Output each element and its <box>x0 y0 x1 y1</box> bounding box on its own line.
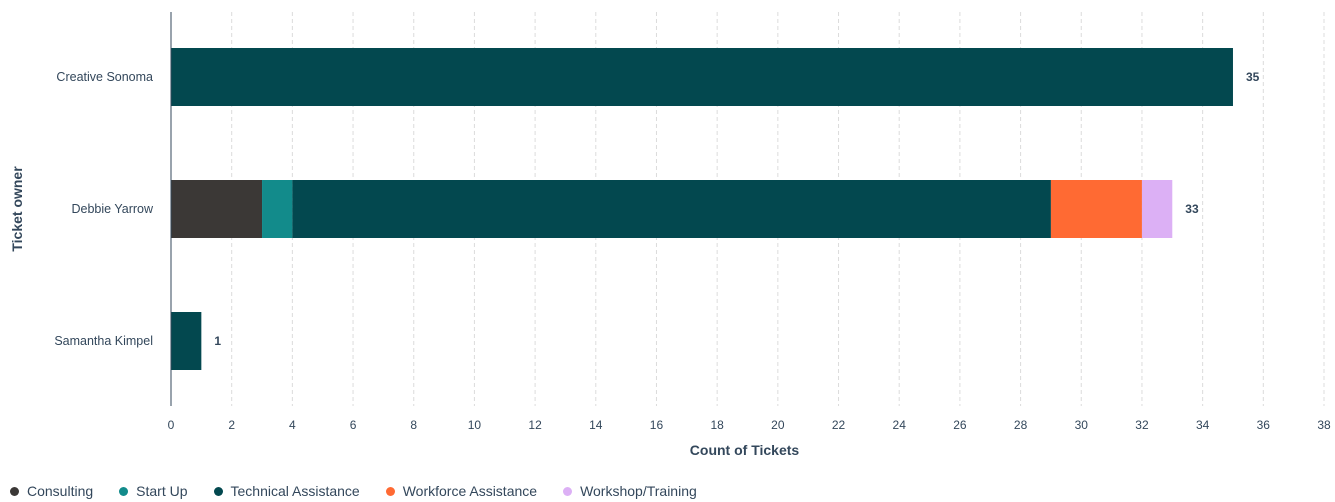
x-tick-label: 12 <box>528 418 542 432</box>
bar-segment[interactable] <box>1050 180 1142 238</box>
total-label: 35 <box>1246 70 1260 84</box>
category-label: Samantha Kimpel <box>54 334 153 348</box>
legend-swatch <box>10 486 19 496</box>
legend: Consulting Start Up Technical Assistance Wo… <box>10 483 697 499</box>
x-tick-label: 18 <box>710 418 724 432</box>
legend-label: Workforce Assistance <box>402 483 538 499</box>
x-tick-label: 38 <box>1317 418 1331 432</box>
category-label: Creative Sonoma <box>56 70 153 84</box>
category-labels: Creative Sonoma Debbie Yarrow Samantha Kim… <box>54 70 154 348</box>
legend-swatch <box>213 486 223 496</box>
legend-label: Technical Assistance <box>230 483 360 499</box>
y-axis-title: Ticket owner <box>9 166 25 252</box>
x-tick-label: 16 <box>650 418 664 432</box>
x-tick-label: 14 <box>589 418 603 432</box>
bar-segment[interactable] <box>262 180 293 238</box>
x-tick-label: 26 <box>953 418 967 432</box>
bar-segment[interactable] <box>171 48 1233 106</box>
x-tick-label: 10 <box>468 418 482 432</box>
bar-segment[interactable] <box>1141 180 1173 238</box>
x-tick-label: 36 <box>1257 418 1271 432</box>
legend-item[interactable]: Workforce Assistance <box>385 483 538 499</box>
bars <box>171 48 1233 370</box>
x-tick-label: 32 <box>1135 418 1149 432</box>
total-labels: 35 33 1 <box>214 70 1259 348</box>
legend-label: Start Up <box>136 483 188 499</box>
x-tick-labels: 0 2 4 6 8 10 12 14 16 18 20 22 24 26 28 30 32 34 36 38 <box>168 418 1331 432</box>
bar-segment[interactable] <box>171 180 263 238</box>
category-label: Debbie Yarrow <box>71 202 153 216</box>
legend-swatch <box>563 486 573 496</box>
x-tick-label: 0 <box>168 418 175 432</box>
total-label: 1 <box>214 334 221 348</box>
x-tick-label: 30 <box>1075 418 1089 432</box>
legend-swatch <box>385 486 395 496</box>
x-tick-label: 6 <box>350 418 357 432</box>
x-tick-label: 2 <box>228 418 235 432</box>
x-tick-label: 8 <box>410 418 417 432</box>
x-axis-title: Count of Tickets <box>690 442 800 458</box>
x-tick-label: 34 <box>1196 418 1210 432</box>
legend-label: Workshop/Training <box>580 483 697 499</box>
legend-item[interactable]: Start Up <box>119 483 188 499</box>
x-tick-label: 28 <box>1014 418 1028 432</box>
stacked-bar-chart: Creative Sonoma Debbie Yarrow Samantha Kim… <box>9 12 1331 458</box>
x-tick-label: 4 <box>289 418 296 432</box>
legend-item[interactable]: Workshop/Training <box>563 483 697 499</box>
bar-segment[interactable] <box>171 312 202 370</box>
bar-segment[interactable] <box>292 180 1051 238</box>
legend-label: Consulting <box>27 483 94 499</box>
legend-item[interactable]: Technical Assistance <box>213 483 360 499</box>
total-label: 33 <box>1185 202 1199 216</box>
x-tick-label: 22 <box>832 418 846 432</box>
legend-swatch <box>119 486 129 496</box>
legend-item[interactable]: Consulting <box>10 483 93 499</box>
x-tick-label: 24 <box>893 418 907 432</box>
x-tick-label: 20 <box>771 418 785 432</box>
